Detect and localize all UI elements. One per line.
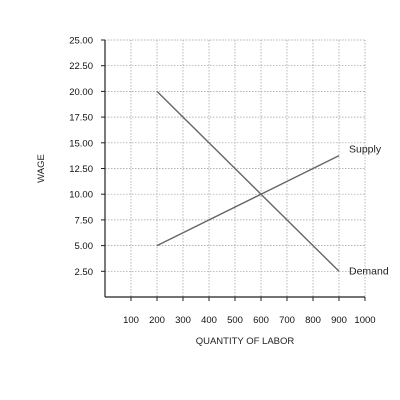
x-tick-label: 600 <box>253 315 269 326</box>
y-tick-label: 25.00 <box>69 36 93 47</box>
y-tick-label: 15.00 <box>69 138 93 149</box>
x-tick-label: 1000 <box>354 315 375 326</box>
axes <box>101 39 366 301</box>
y-tick-label: 12.50 <box>69 164 93 175</box>
demand-line <box>156 90 340 272</box>
y-tick-label: 22.50 <box>69 61 93 72</box>
x-axis-title: QUANTITY OF LABOR <box>196 336 295 347</box>
x-tick-label: 700 <box>279 315 295 326</box>
x-tick-label: 100 <box>123 315 139 326</box>
series-lines <box>156 90 340 272</box>
x-tick-label: 800 <box>305 315 321 326</box>
y-tick-label: 20.00 <box>69 87 93 98</box>
series-labels: Supply Demand <box>349 144 389 278</box>
supply-line <box>156 155 340 247</box>
x-tick-label: 500 <box>227 315 243 326</box>
x-tick-label: 900 <box>331 315 347 326</box>
demand-label: Demand <box>349 265 389 277</box>
y-tick-labels: 25.00 22.50 20.00 17.50 15.00 12.50 10.00 7.50 5… <box>69 36 93 278</box>
y-tick-label: 10.00 <box>69 190 93 201</box>
x-tick-label: 400 <box>201 315 217 326</box>
x-tick-label: 300 <box>175 315 191 326</box>
x-tick-label: 200 <box>149 315 165 326</box>
x-tick-labels: 100 200 300 400 500 600 700 800 900 1000 <box>123 315 376 326</box>
y-tick-label: 17.50 <box>69 113 93 124</box>
y-tick-label: 7.50 <box>75 215 94 226</box>
y-axis-title: WAGE <box>36 154 47 183</box>
y-tick-label: 2.50 <box>75 267 94 278</box>
y-tick-label: 5.00 <box>75 241 94 252</box>
supply-label: Supply <box>349 144 382 156</box>
